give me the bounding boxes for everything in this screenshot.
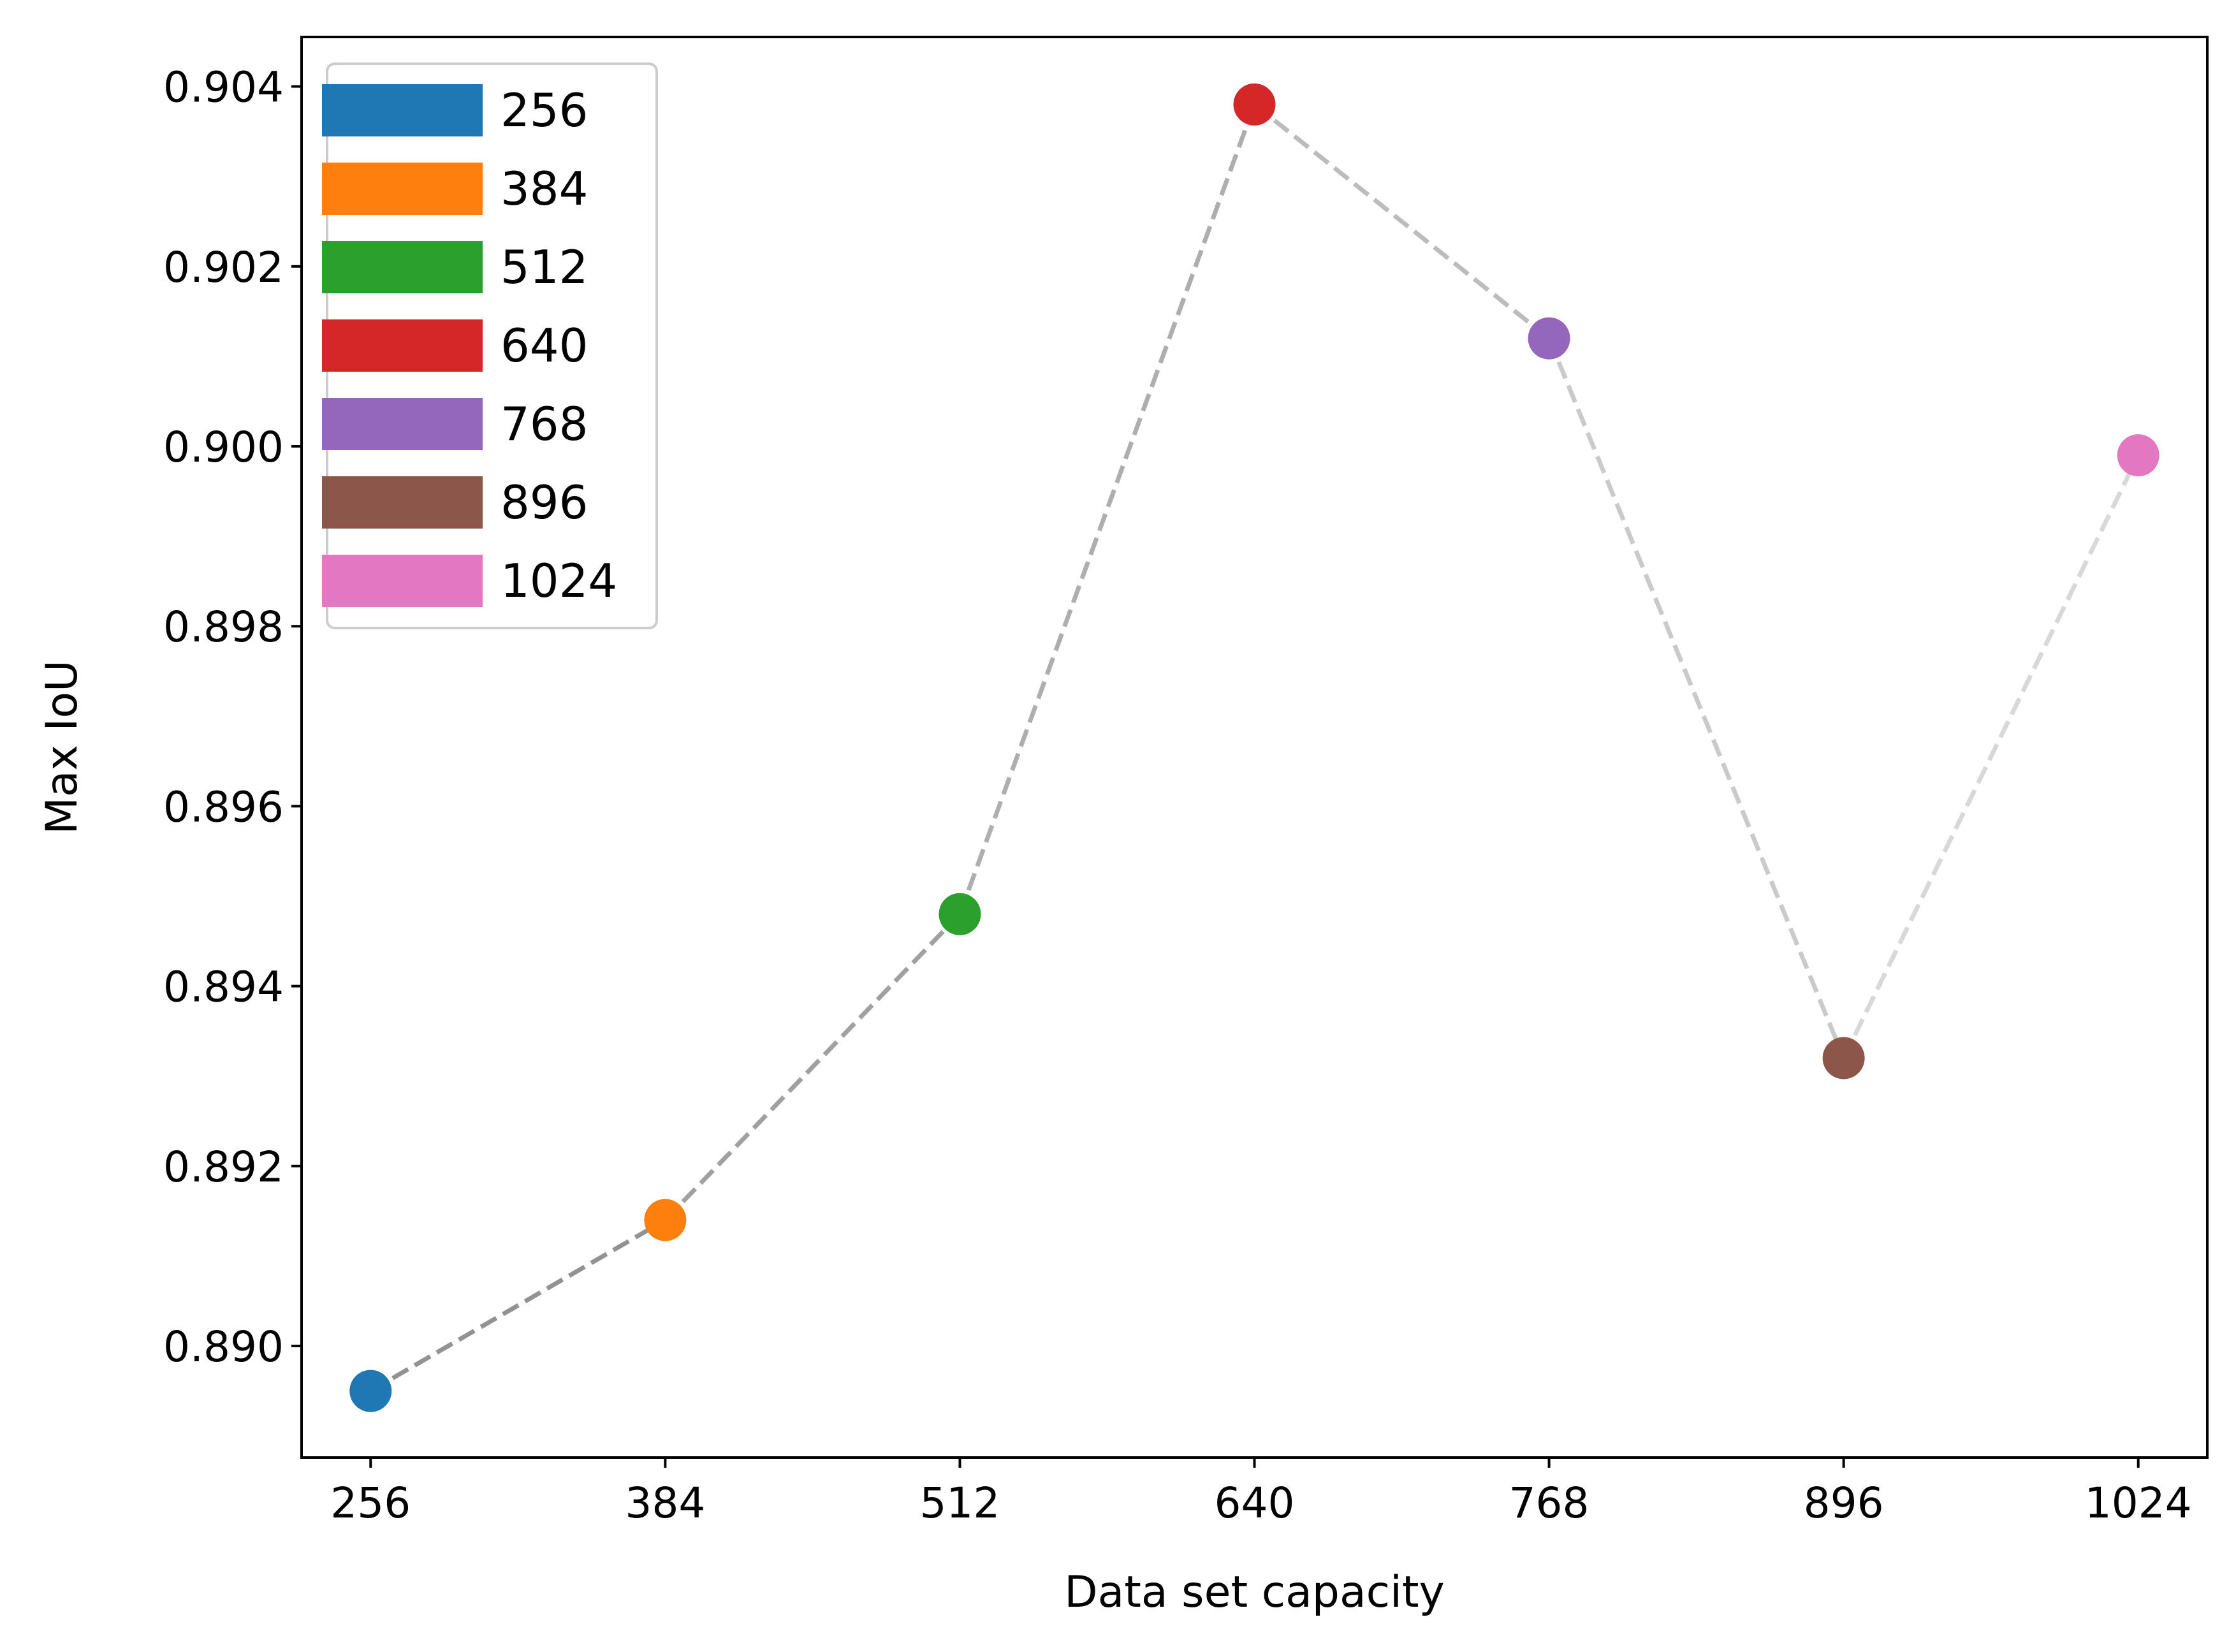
- legend-label-512: 512: [501, 240, 588, 294]
- y-axis: 0.890 0.892 0.894 0.896 0.898 0.900 0.902 0.904: [163, 63, 302, 1371]
- legend-swatch-640: [322, 319, 483, 372]
- y-tick-label: 0.890: [163, 1322, 284, 1371]
- legend-label-768: 768: [501, 397, 588, 451]
- y-tick-label: 0.898: [163, 603, 284, 652]
- connector-segment: [1547, 337, 1846, 1059]
- legend-label-896: 896: [501, 476, 588, 529]
- y-tick-label: 0.900: [163, 423, 284, 472]
- data-point-512: [939, 893, 981, 935]
- x-axis-label: Data set capacity: [1064, 1567, 1445, 1618]
- x-tick-label: 384: [625, 1479, 705, 1528]
- x-tick-label: 768: [1509, 1479, 1589, 1528]
- x-tick-label: 896: [1804, 1479, 1884, 1528]
- data-points: [349, 83, 2159, 1412]
- legend-label-1024: 1024: [501, 554, 617, 608]
- legend-label-256: 256: [501, 84, 588, 137]
- x-axis: 256 384 512 640 768 896 1024: [330, 1458, 2192, 1528]
- connector-segment: [958, 103, 1257, 915]
- y-axis-label: Max IoU: [37, 660, 87, 835]
- x-tick-label: 256: [330, 1479, 411, 1528]
- connector-segment: [1841, 454, 2140, 1060]
- y-tick-label: 0.896: [163, 782, 284, 831]
- legend-swatch-384: [322, 163, 483, 215]
- connector-segment: [369, 1218, 667, 1393]
- connector-segment: [1253, 103, 1551, 340]
- legend-label-640: 640: [501, 319, 588, 372]
- y-tick-label: 0.904: [163, 63, 284, 112]
- data-point-768: [1528, 317, 1570, 360]
- legend: 256 384 512 640 768 896 1024: [322, 62, 658, 629]
- data-point-256: [349, 1370, 392, 1412]
- data-point-640: [1233, 83, 1276, 126]
- legend-swatch-512: [322, 241, 483, 293]
- x-tick-label: 640: [1215, 1479, 1295, 1528]
- y-tick-label: 0.902: [163, 243, 284, 292]
- data-point-1024: [2117, 434, 2159, 477]
- data-point-896: [1822, 1037, 1865, 1079]
- legend-swatch-1024: [322, 555, 483, 607]
- connector-lines: [369, 103, 2140, 1393]
- data-point-384: [644, 1199, 687, 1241]
- legend-swatch-896: [322, 476, 483, 529]
- connector-segment: [663, 912, 961, 1222]
- legend-swatch-256: [322, 84, 483, 136]
- y-tick-label: 0.892: [163, 1143, 284, 1192]
- x-tick-label: 512: [919, 1479, 1000, 1528]
- legend-swatch-768: [322, 398, 483, 450]
- x-tick-label: 1024: [2085, 1479, 2192, 1528]
- legend-label-384: 384: [501, 162, 588, 216]
- y-tick-label: 0.894: [163, 963, 284, 1012]
